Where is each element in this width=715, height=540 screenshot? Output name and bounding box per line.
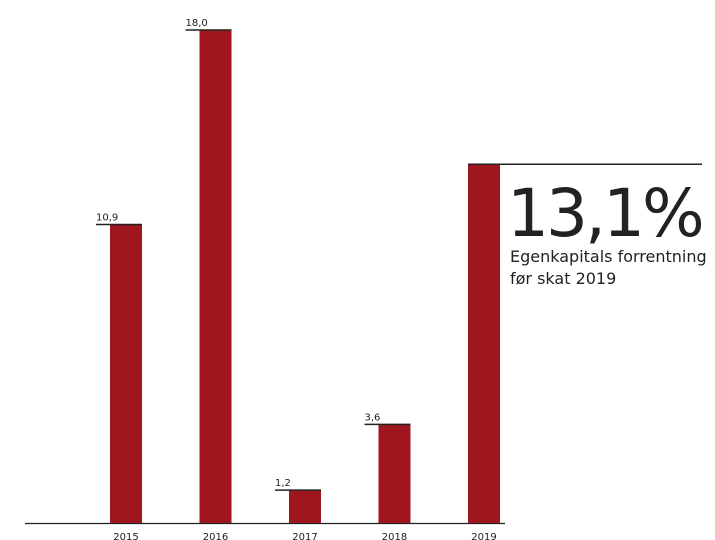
x-tick-label: 2019 (471, 532, 496, 540)
annotation: Egenkapitals forrentning (510, 247, 707, 266)
value-label: 18,0 (186, 18, 208, 29)
value-label: 13,1% (507, 175, 702, 252)
bar (110, 224, 142, 523)
bar (468, 164, 500, 523)
value-label: 1,2 (275, 478, 291, 489)
x-tick-label: 2016 (203, 532, 228, 540)
value-label: 10,9 (96, 212, 118, 223)
bar (378, 424, 411, 523)
value-label: 3,6 (365, 412, 381, 423)
annotation: før skat 2019 (510, 269, 616, 288)
bar (199, 30, 232, 523)
x-tick-label: 2015 (113, 532, 138, 540)
bar (289, 490, 321, 523)
x-tick-label: 2017 (292, 532, 317, 540)
x-tick-label: 2018 (382, 532, 407, 540)
